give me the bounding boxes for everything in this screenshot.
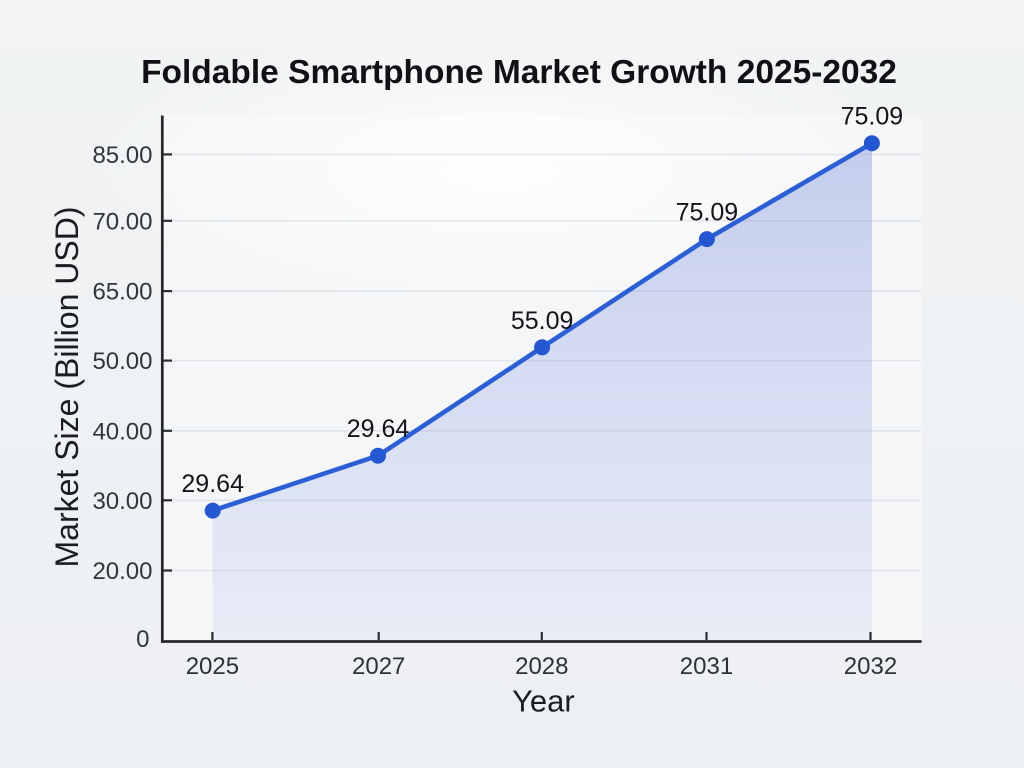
- svg-text:0: 0: [136, 626, 149, 653]
- svg-text:65.00: 65.00: [92, 279, 152, 306]
- svg-text:85.00: 85.00: [92, 142, 152, 169]
- svg-text:55.09: 55.09: [511, 307, 574, 335]
- svg-text:75.09: 75.09: [676, 199, 739, 227]
- svg-text:50.00: 50.00: [92, 348, 152, 375]
- svg-text:2028: 2028: [515, 653, 568, 680]
- svg-text:2031: 2031: [680, 653, 733, 680]
- svg-text:Market Size (Billion USD): Market Size (Billion USD): [49, 207, 85, 568]
- svg-text:30.00: 30.00: [92, 488, 152, 515]
- svg-text:Year: Year: [512, 684, 575, 719]
- svg-text:70.00: 70.00: [92, 208, 152, 235]
- svg-text:Foldable Smartphone Market Gro: Foldable Smartphone Market Growth 2025-2…: [141, 54, 897, 91]
- svg-text:75.09: 75.09: [841, 103, 904, 131]
- svg-text:29.64: 29.64: [181, 470, 244, 498]
- svg-text:2025: 2025: [186, 653, 239, 680]
- svg-text:2027: 2027: [352, 653, 405, 680]
- svg-text:20.00: 20.00: [92, 558, 152, 585]
- svg-text:29.64: 29.64: [347, 415, 410, 443]
- svg-text:40.00: 40.00: [92, 418, 152, 445]
- svg-text:2032: 2032: [844, 653, 897, 680]
